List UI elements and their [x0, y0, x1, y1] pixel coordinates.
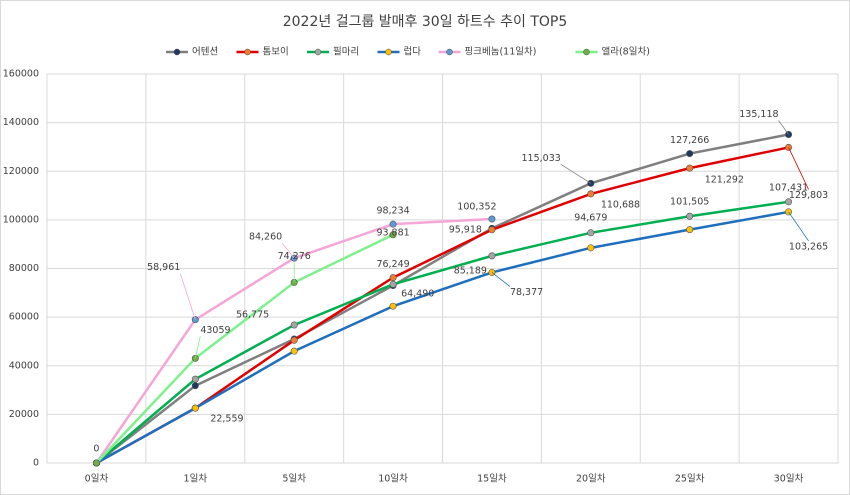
point [686, 150, 694, 158]
legend-marker [583, 48, 590, 56]
data-label: 85,189 [454, 265, 487, 276]
legend-label: 핑크베놈(11일차) [465, 46, 537, 58]
data-label: 94,679 [574, 212, 607, 223]
legend-label: 어텐션 [192, 47, 218, 58]
x-tick-label: 15일차 [477, 473, 507, 485]
legend-marker [173, 48, 181, 56]
x-tick-label: 30일차 [774, 473, 804, 485]
data-label: 0 [93, 444, 99, 455]
y-tick-label: 0 [33, 458, 39, 469]
legend-label: 럽다 [404, 47, 422, 58]
series-line [95, 133, 789, 464]
leader-line [788, 211, 809, 242]
point [389, 280, 397, 288]
data-label: 58,961 [147, 262, 180, 273]
series-line [95, 146, 789, 465]
data-label: 129,803 [789, 190, 828, 201]
point [389, 274, 397, 282]
leader-line [179, 273, 196, 320]
series-line [95, 200, 789, 464]
leader-line [281, 242, 295, 259]
y-tick-label: 100000 [3, 214, 39, 225]
point [488, 252, 496, 260]
leader-line [778, 120, 789, 135]
legend-marker [446, 48, 453, 56]
data-label: 121,292 [705, 175, 744, 186]
legend-label: 앨라(8일차) [602, 46, 650, 58]
x-tick-label: 25일차 [675, 473, 705, 485]
leader-line [560, 163, 592, 184]
legend-marker [314, 48, 322, 56]
x-tick-label: 1일차 [184, 473, 208, 485]
chart-title: 2022년 걸그룹 발매후 30일 하트수 추이 TOP5 [283, 14, 568, 30]
point [389, 220, 397, 228]
point [587, 190, 595, 198]
point [290, 321, 298, 329]
point [389, 302, 397, 310]
x-tick-label: 0일차 [85, 473, 109, 485]
y-tick-label: 40000 [9, 360, 39, 371]
data-label: 78,377 [510, 287, 543, 298]
point [191, 382, 199, 390]
legend-label: 톰보이 [263, 47, 289, 58]
leader-line [788, 147, 809, 190]
data-label: 127,266 [670, 135, 709, 146]
data-label: 74,276 [278, 251, 311, 262]
data-label: 100,352 [457, 202, 496, 213]
y-tick-label: 120000 [3, 166, 39, 177]
data-label: 135,118 [739, 109, 778, 120]
y-tick-label: 60000 [9, 312, 39, 323]
legend-marker [385, 48, 392, 56]
data-label: 107,431 [769, 182, 808, 193]
y-tick-label: 20000 [9, 409, 39, 420]
y-tick-label: 160000 [3, 69, 39, 80]
data-label: 43059 [200, 325, 230, 336]
data-label: 115,033 [522, 153, 561, 164]
data-label: 101,505 [670, 197, 709, 208]
y-tick-label: 140000 [3, 117, 39, 128]
point [488, 215, 496, 223]
data-label: 56,775 [236, 309, 269, 320]
point [92, 459, 100, 467]
point [785, 198, 793, 206]
data-label: 95,918 [449, 224, 482, 235]
leader-line [194, 336, 201, 359]
series-line [95, 233, 394, 464]
leader-line [491, 272, 511, 287]
point [191, 375, 199, 383]
data-label: 22,559 [210, 414, 243, 425]
data-label: 98,234 [376, 206, 409, 217]
data-label: 110,688 [601, 199, 640, 210]
point [587, 244, 595, 252]
point [686, 164, 694, 172]
point [290, 347, 298, 355]
legend-label: 필마리 [333, 46, 359, 58]
data-label: 84,260 [249, 232, 282, 243]
point [587, 229, 595, 237]
data-label: 93,881 [376, 227, 409, 238]
data-label: 64,490 [401, 289, 434, 300]
point [686, 212, 694, 220]
x-tick-label: 5일차 [282, 473, 306, 485]
x-tick-label: 10일차 [378, 473, 408, 485]
point [191, 404, 199, 412]
data-label: 76,249 [376, 259, 409, 270]
x-tick-label: 20일차 [576, 473, 606, 485]
y-tick-label: 80000 [9, 263, 39, 274]
point [686, 226, 694, 234]
point [488, 226, 496, 234]
point [290, 336, 298, 344]
legend-marker [244, 48, 251, 56]
series-line [95, 210, 789, 465]
data-label: 103,265 [789, 241, 828, 252]
point [389, 231, 397, 239]
